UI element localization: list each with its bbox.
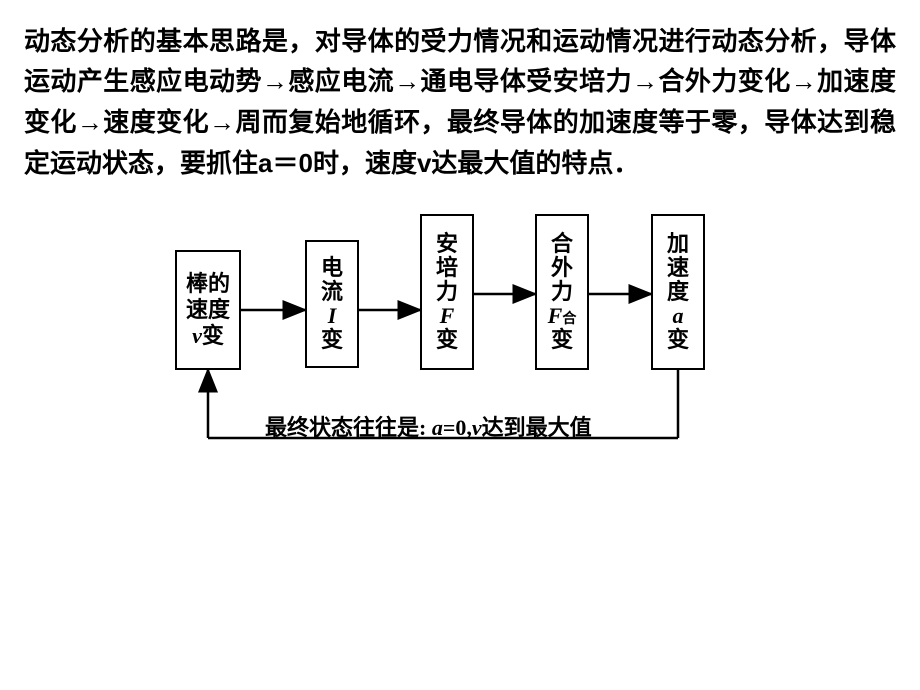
flow-diagram: 最终状态往往是: a=0,v达到最大值 棒的速度v变 电流I变 安培力F变 合外力F合… — [175, 200, 895, 500]
para-tail: 达最大值的特点． — [431, 149, 639, 178]
flow-box-b3: 安培力F变 — [420, 214, 474, 370]
flow-box-b4: 合外力F合变 — [535, 214, 589, 370]
para-v: v — [417, 148, 431, 178]
para-mid: 时，速度 — [313, 149, 417, 178]
flow-box-b1: 棒的速度v变 — [175, 250, 241, 370]
intro-paragraph: 动态分析的基本思路是，对导体的受力情况和运动情况进行动态分析，导体运动产生感应电… — [0, 0, 920, 194]
flow-box-b5: 加速度a变 — [651, 214, 705, 370]
flow-box-b2: 电流I变 — [305, 240, 359, 368]
para-aeq: a＝0 — [258, 148, 313, 178]
feedback-caption: 最终状态往往是: a=0,v达到最大值 — [265, 410, 592, 442]
